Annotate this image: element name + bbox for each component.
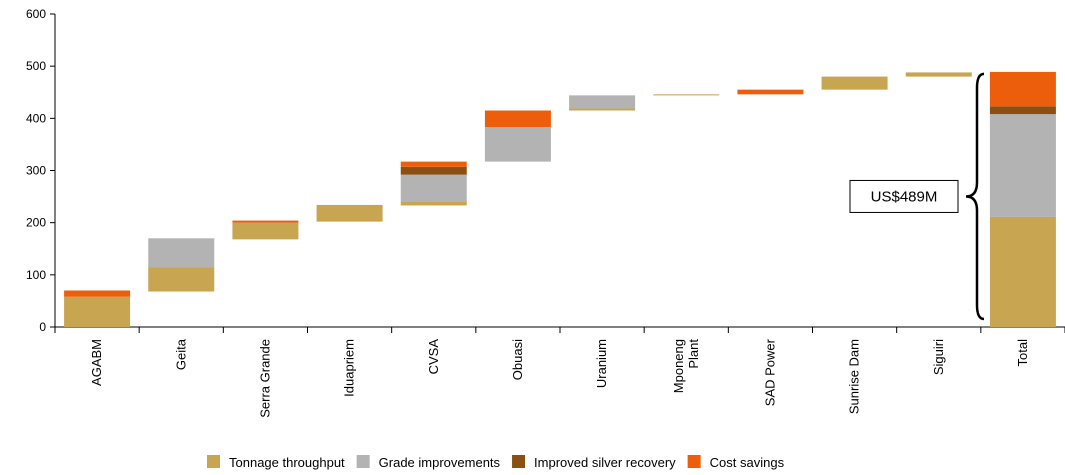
y-tick-label: 300 [26,164,46,178]
x-tick-label: Serra Grande [257,339,272,418]
bar-cvsa-grade-improvements [400,174,467,202]
y-tick-label: 600 [26,7,46,21]
bar-sad-power-cost-savings [737,89,804,95]
bar-cvsa-improved-silver-recovery [400,166,467,175]
x-label-iduapriem: Iduapriem [342,339,357,397]
bar-total-grade-improvements [989,114,1056,217]
x-label-cvsa: CVSA [426,339,441,375]
bar-mponeng-plant-tonnage-throughput [653,94,720,96]
legend-item-improved-silver-recovery: Improved silver recovery [512,455,676,470]
x-label-uranium: Uranium [594,339,609,388]
bar-siguiri-tonnage-throughput [905,72,972,77]
legend-item-cost-savings: Cost savings [687,455,785,470]
bar-agabm-tonnage-throughput [64,296,131,327]
x-label-sad-power: SAD Power [762,338,777,406]
legend-label: Cost savings [710,455,785,470]
y-tick-label: 100 [26,268,46,282]
legend-label: Grade improvements [379,455,501,470]
legend-label: Tonnage throughput [229,455,345,470]
x-label-total: Total [1015,339,1030,367]
bar-obuasi-grade-improvements [484,127,551,162]
legend-item-tonnage-throughput: Tonnage throughput [207,455,345,470]
bar-obuasi-cost-savings [484,110,551,128]
axes: 0 100 200 300 400 500 600 [26,7,1065,334]
total-brace-callout: US$489M [849,72,985,321]
x-tick-label: Obuasi [510,339,525,380]
x-tick-label: Mponeng [671,339,686,393]
y-tick-label: 400 [26,111,46,125]
y-tick-label: 500 [26,59,46,73]
bar-uranium-grade-improvements [569,95,636,109]
y-tick-label: 0 [39,320,46,334]
x-label-geita: Geita [173,338,188,370]
bar-cvsa-cost-savings [400,161,467,167]
bar-serra-grande-tonnage-throughput [232,222,299,240]
y-tick-label: 200 [26,216,46,230]
bar-serra-grande-cost-savings [232,220,299,223]
legend-item-grade-improvements: Grade improvements [356,455,501,470]
x-tick-label: Geita [173,338,188,370]
x-tick-label: Uranium [594,339,609,388]
x-tick-label: Total [1015,339,1030,367]
x-label-agabm: AGABM [89,339,104,386]
x-tick-label: Sunrise Dam [847,339,862,414]
x-label-serra-grande: Serra Grande [257,339,272,418]
bar-agabm-cost-savings [64,290,131,297]
bar-uranium-tonnage-throughput [569,108,636,111]
legend-swatch [356,455,370,468]
x-tick-label: Plant [686,339,701,369]
bar-total-tonnage-throughput [989,216,1056,327]
x-label-obuasi: Obuasi [510,339,525,380]
legend: Tonnage throughput Grade improvements Impr… [207,455,785,470]
x-label-siguiri: Siguiri [931,339,946,375]
bar-cvsa-tonnage-throughput [400,201,467,206]
x-label-mponeng-plant: Mponeng Plant [671,339,701,394]
bar-geita-grade-improvements [148,238,215,268]
callout-box [849,179,959,213]
x-tick-label: AGABM [89,339,104,386]
x-tick-label: Siguiri [931,339,946,375]
legend-label: Improved silver recovery [534,455,676,470]
bar-geita-tonnage-throughput [148,267,215,292]
legend-swatch [687,455,701,468]
bar-total-improved-silver-recovery [989,106,1056,115]
x-axis-labels: AGABM Geita Serra Grande Iduapriem CVSA Obuas… [89,338,1030,418]
x-label-sunrise-dam: Sunrise Dam [847,339,862,414]
x-tick-label: Iduapriem [342,339,357,397]
legend-swatch [512,455,526,468]
bar-iduapriem-tonnage-throughput [316,204,383,222]
x-tick-label: CVSA [426,339,441,375]
bar-sunrise-dam-tonnage-throughput [821,76,888,90]
bar-total-cost-savings [989,71,1056,107]
brace [965,72,985,321]
callout-label: US$489M [871,188,938,205]
bars [64,71,1056,327]
x-tick-label: SAD Power [762,338,777,406]
legend-swatch [207,455,220,468]
